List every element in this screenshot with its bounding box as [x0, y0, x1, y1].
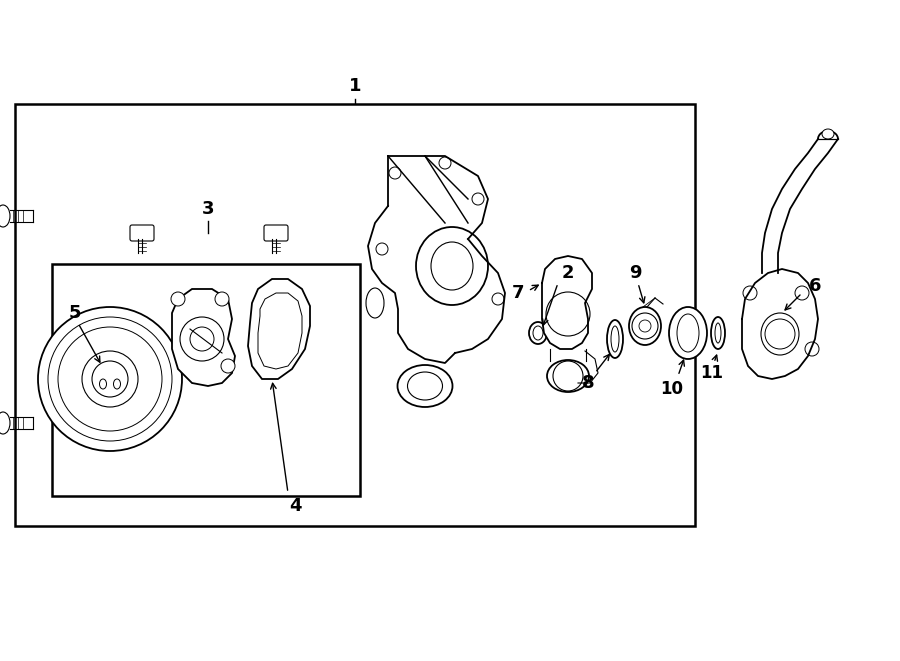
Circle shape — [765, 319, 795, 349]
Circle shape — [743, 286, 757, 300]
Circle shape — [472, 193, 484, 205]
Text: 4: 4 — [289, 497, 302, 515]
Ellipse shape — [677, 314, 699, 352]
Circle shape — [48, 317, 172, 441]
Ellipse shape — [611, 326, 619, 352]
Text: 11: 11 — [700, 364, 724, 382]
Circle shape — [805, 342, 819, 356]
Circle shape — [82, 351, 138, 407]
Bar — [15, 104, 695, 526]
Circle shape — [221, 359, 235, 373]
Text: 6: 6 — [809, 277, 821, 295]
Circle shape — [38, 307, 182, 451]
Ellipse shape — [607, 320, 623, 358]
Text: 8: 8 — [581, 374, 594, 392]
Polygon shape — [248, 279, 310, 379]
Text: 2: 2 — [562, 264, 574, 282]
Bar — [52, 264, 360, 496]
Ellipse shape — [398, 365, 453, 407]
Ellipse shape — [366, 288, 384, 318]
Ellipse shape — [408, 372, 443, 400]
Circle shape — [492, 293, 504, 305]
Circle shape — [439, 157, 451, 169]
Text: 1: 1 — [349, 77, 361, 95]
Ellipse shape — [0, 205, 10, 227]
Ellipse shape — [711, 317, 725, 349]
FancyBboxPatch shape — [264, 225, 288, 241]
Circle shape — [171, 292, 185, 306]
Ellipse shape — [547, 360, 589, 392]
Text: 3: 3 — [202, 200, 214, 218]
Circle shape — [553, 361, 583, 391]
Circle shape — [795, 286, 809, 300]
Ellipse shape — [669, 307, 707, 359]
Circle shape — [215, 292, 229, 306]
Circle shape — [92, 361, 128, 397]
Text: 7: 7 — [512, 284, 524, 302]
Ellipse shape — [529, 322, 547, 344]
Text: 5: 5 — [68, 304, 81, 322]
Ellipse shape — [416, 227, 488, 305]
Ellipse shape — [0, 412, 10, 434]
Ellipse shape — [533, 326, 543, 340]
Circle shape — [376, 243, 388, 255]
Circle shape — [180, 317, 224, 361]
Polygon shape — [742, 269, 818, 379]
Ellipse shape — [100, 379, 106, 389]
Ellipse shape — [761, 313, 799, 355]
Circle shape — [632, 313, 658, 339]
Text: 9: 9 — [629, 264, 641, 282]
Ellipse shape — [822, 129, 834, 139]
Polygon shape — [542, 256, 592, 349]
Circle shape — [58, 327, 162, 431]
Text: 10: 10 — [661, 380, 683, 398]
Ellipse shape — [113, 379, 121, 389]
Circle shape — [389, 167, 401, 179]
FancyBboxPatch shape — [130, 225, 154, 241]
Circle shape — [546, 292, 590, 336]
Circle shape — [190, 327, 214, 351]
Ellipse shape — [431, 242, 473, 290]
Ellipse shape — [715, 323, 721, 343]
Ellipse shape — [629, 307, 661, 345]
Polygon shape — [172, 289, 235, 386]
